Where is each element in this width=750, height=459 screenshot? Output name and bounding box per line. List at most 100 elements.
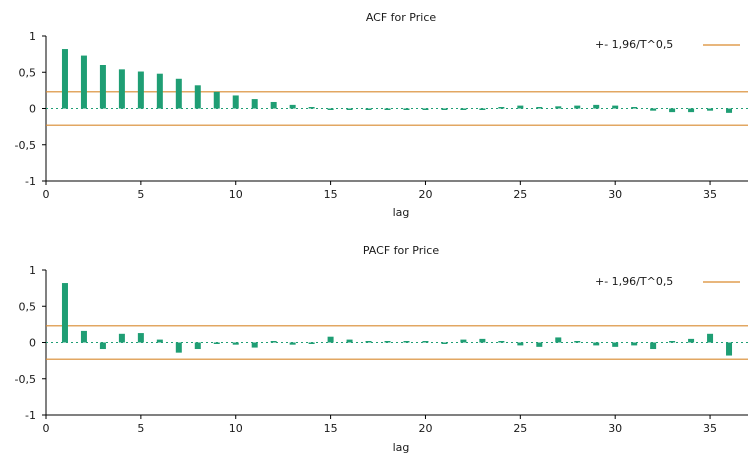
acf-bar <box>669 108 676 113</box>
acf-bar <box>498 107 505 109</box>
pacf-x-tick-label: 20 <box>418 422 432 435</box>
acf-bar <box>612 105 619 109</box>
acf-plot-area: 1 0,5 0 -0,5 -1 0 5 10 15 20 25 30 35 <box>15 30 748 201</box>
acf-bar <box>308 107 315 109</box>
pacf-y-tick-label: 0,5 <box>19 300 37 313</box>
acf-x-tick-label: 30 <box>608 188 622 201</box>
pacf-x-axis-label: lag <box>393 441 410 454</box>
acf-bar <box>289 104 296 109</box>
pacf-bar <box>308 342 315 344</box>
acf-bar <box>99 65 106 109</box>
pacf-bar <box>403 341 410 343</box>
pacf-bar <box>270 341 277 343</box>
pacf-y-tick-label: -1 <box>25 409 36 422</box>
acf-bar <box>346 108 353 110</box>
acf-bar <box>422 108 429 110</box>
acf-bar <box>270 101 277 109</box>
acf-bar <box>251 99 258 109</box>
pacf-bar <box>612 342 619 347</box>
pacf-bar <box>384 341 391 343</box>
pacf-bar <box>688 338 695 343</box>
pacf-bar <box>213 342 220 344</box>
acf-panel: ACF for Price 10,50-0,5-10 5 10 15 20 25 30 35 … <box>15 11 748 219</box>
pacf-legend: +- 1,96/T^0,5 <box>595 275 740 288</box>
acf-x-tick-label: 15 <box>324 188 338 201</box>
pacf-bar <box>498 341 505 343</box>
acf-title: ACF for Price <box>366 11 437 24</box>
pacf-legend-label: +- 1,96/T^0,5 <box>595 275 673 288</box>
acf-x-tick-label: 25 <box>513 188 527 201</box>
acf-bar <box>688 108 695 113</box>
pacf-bar <box>593 342 600 346</box>
pacf-bar <box>346 339 353 343</box>
pacf-bar <box>137 333 144 343</box>
acf-x-tick-label: 5 <box>137 188 144 201</box>
acf-x-tick-label: 20 <box>418 188 432 201</box>
pacf-bar <box>156 339 163 343</box>
pacf-x-tick-label: 15 <box>324 422 338 435</box>
pacf-bar <box>631 342 638 346</box>
pacf-x-tick-label: 5 <box>137 422 144 435</box>
pacf-bar <box>422 341 429 343</box>
pacf-panel: PACF for Price 1 0,5 0 -0,5 -1 0 5 10 15 20 25 30 35… <box>15 244 748 454</box>
pacf-bar <box>536 342 543 347</box>
acf-y-tick-label: -0,5 <box>15 139 36 152</box>
pacf-bar <box>289 342 296 345</box>
pacf-bar <box>327 336 334 343</box>
acf-bar <box>384 108 391 110</box>
acf-bar <box>118 69 125 109</box>
pacf-y-tick-label: 0 <box>29 337 36 350</box>
pacf-plot-area: 1 0,5 0 -0,5 -1 0 5 10 15 20 25 30 35 <box>15 264 748 435</box>
acf-bar <box>555 106 562 109</box>
pacf-bar <box>574 341 581 343</box>
acf-bar <box>517 105 524 109</box>
pacf-bar <box>726 342 733 356</box>
acf-bar <box>650 108 657 111</box>
acf-x-axis-label: lag <box>393 206 410 219</box>
pacf-bar <box>99 342 106 350</box>
acf-y-tick-label: -1 <box>25 175 36 188</box>
acf-bar <box>441 108 448 110</box>
pacf-bar <box>517 342 524 346</box>
pacf-x-tick-label: 35 <box>703 422 717 435</box>
pacf-y-tick-label: 1 <box>29 264 36 277</box>
pacf-x-tick-label: 0 <box>43 422 50 435</box>
acf-legend: +- 1,96/T^0,5 <box>595 38 740 51</box>
acf-x-tick-label: 10 <box>229 188 243 201</box>
acf-bar <box>61 49 68 109</box>
acf-bar <box>327 108 334 110</box>
pacf-bar <box>61 283 68 343</box>
pacf-bar <box>232 342 239 345</box>
pacf-y-tick-label: -0,5 <box>15 373 36 386</box>
acf-legend-label: +- 1,96/T^0,5 <box>595 38 673 51</box>
pacf-bar <box>80 330 87 343</box>
acf-bar <box>213 91 220 109</box>
acf-bar <box>194 85 201 109</box>
acf-bar <box>479 108 486 110</box>
acf-bar <box>631 107 638 109</box>
pacf-bar <box>460 339 467 343</box>
pacf-bar <box>194 342 201 350</box>
pacf-bar <box>251 342 258 348</box>
pacf-x-tick-label: 30 <box>608 422 622 435</box>
pacf-bar <box>118 333 125 343</box>
acf-bar <box>175 78 182 109</box>
pacf-bar <box>669 341 676 343</box>
acf-x-tick-label: 35 <box>703 188 717 201</box>
acf-bar <box>403 108 410 110</box>
pacf-bar <box>707 333 714 343</box>
pacf-x-tick-label: 10 <box>229 422 243 435</box>
acf-bar <box>137 71 144 109</box>
acf-bar <box>460 108 467 110</box>
acf-y-tick-label: 0,5 <box>19 66 37 79</box>
acf-bar <box>80 55 87 109</box>
pacf-title: PACF for Price <box>363 244 439 257</box>
pacf-bar <box>175 342 182 353</box>
acf-bar <box>156 73 163 109</box>
pacf-bar <box>441 342 448 344</box>
acf-y-tick-label: 0 <box>29 103 36 116</box>
acf-x-tick-label: 0 <box>43 188 50 201</box>
pacf-bar <box>365 341 372 343</box>
acf-bar <box>707 108 714 111</box>
